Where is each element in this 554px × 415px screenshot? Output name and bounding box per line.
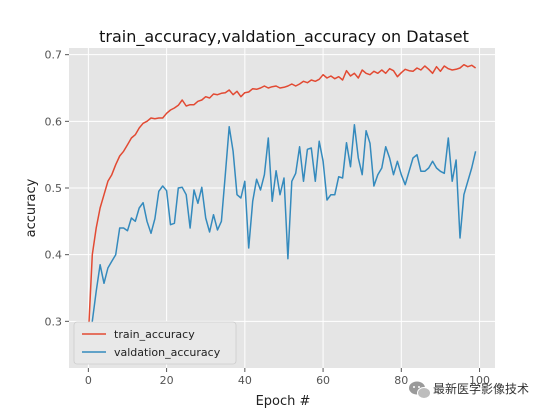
x-tick-label: 20 [160, 374, 174, 387]
y-tick-label: 0.4 [45, 249, 63, 262]
plot-area [69, 48, 495, 368]
legend-label-train: train_accuracy [114, 328, 195, 341]
y-tick-label: 0.3 [45, 315, 63, 328]
x-tick-label: 80 [394, 374, 408, 387]
x-tick-label: 40 [238, 374, 252, 387]
y-tick-label: 0.7 [45, 49, 63, 62]
y-tick-label: 0.6 [45, 115, 63, 128]
x-axis-label: Epoch # [256, 394, 311, 409]
y-axis-label: accuracy [24, 178, 39, 237]
watermark-text: 最新医学影像技术 [433, 381, 529, 396]
x-tick-label: 0 [85, 374, 92, 387]
y-tick-label: 0.5 [45, 182, 63, 195]
chart-title: train_accuracy,valdation_accuracy on Dat… [99, 27, 469, 47]
legend: train_accuracy valdation_accuracy [74, 322, 236, 364]
x-tick-label: 60 [316, 374, 330, 387]
legend-label-validation: valdation_accuracy [114, 346, 221, 359]
